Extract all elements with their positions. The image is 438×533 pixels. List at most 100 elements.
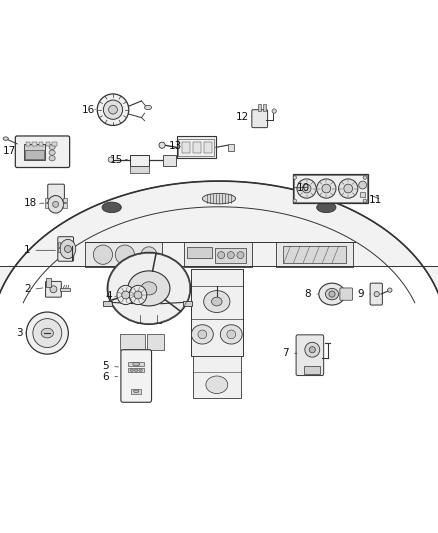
Ellipse shape: [53, 201, 59, 207]
Ellipse shape: [139, 369, 142, 372]
Text: 13: 13: [169, 141, 182, 151]
Ellipse shape: [102, 202, 121, 213]
Ellipse shape: [363, 176, 367, 179]
Ellipse shape: [363, 199, 367, 203]
Ellipse shape: [293, 199, 297, 203]
Ellipse shape: [93, 245, 113, 264]
Ellipse shape: [50, 286, 57, 293]
Ellipse shape: [212, 297, 222, 306]
Bar: [183, 301, 192, 306]
Ellipse shape: [220, 325, 242, 344]
Ellipse shape: [64, 246, 71, 253]
Ellipse shape: [237, 252, 244, 259]
Bar: [58, 243, 60, 247]
Bar: [24, 144, 45, 159]
Bar: [283, 246, 346, 263]
Bar: [128, 362, 144, 366]
Ellipse shape: [227, 330, 236, 339]
Ellipse shape: [202, 193, 236, 204]
Bar: [130, 155, 149, 166]
Bar: [360, 192, 365, 197]
Ellipse shape: [329, 291, 335, 297]
Text: 16: 16: [82, 104, 95, 115]
Bar: [293, 174, 368, 203]
Ellipse shape: [227, 252, 234, 259]
Ellipse shape: [49, 150, 55, 155]
Ellipse shape: [60, 239, 76, 259]
Bar: [147, 334, 164, 350]
Bar: [60, 288, 70, 290]
Ellipse shape: [218, 252, 225, 259]
Ellipse shape: [128, 271, 170, 306]
Bar: [304, 366, 320, 374]
Text: 5: 5: [102, 361, 110, 372]
Ellipse shape: [3, 137, 8, 140]
Bar: [39, 142, 43, 146]
Ellipse shape: [109, 106, 117, 114]
Bar: [46, 142, 50, 146]
FancyBboxPatch shape: [48, 184, 64, 204]
Text: 6: 6: [102, 372, 110, 382]
Ellipse shape: [103, 100, 123, 119]
FancyBboxPatch shape: [46, 281, 61, 297]
Text: 1: 1: [24, 245, 31, 255]
Ellipse shape: [297, 179, 316, 198]
Ellipse shape: [145, 106, 152, 110]
Ellipse shape: [107, 253, 191, 324]
Bar: [123, 349, 142, 353]
Bar: [193, 142, 201, 152]
Bar: [204, 142, 212, 152]
Ellipse shape: [191, 325, 213, 344]
Ellipse shape: [204, 290, 230, 312]
Bar: [32, 142, 37, 146]
Ellipse shape: [26, 312, 68, 354]
Ellipse shape: [293, 176, 297, 179]
Ellipse shape: [344, 184, 353, 193]
Text: 11: 11: [369, 195, 382, 205]
Bar: [258, 104, 261, 111]
Ellipse shape: [141, 282, 157, 295]
Polygon shape: [0, 181, 438, 295]
Ellipse shape: [317, 202, 336, 213]
Bar: [191, 269, 243, 356]
Ellipse shape: [134, 390, 139, 393]
Bar: [182, 142, 190, 152]
Bar: [25, 150, 44, 159]
Ellipse shape: [339, 179, 358, 198]
Bar: [45, 204, 48, 208]
Bar: [63, 204, 67, 208]
Ellipse shape: [317, 179, 336, 198]
Ellipse shape: [49, 144, 55, 150]
Ellipse shape: [134, 369, 138, 372]
Ellipse shape: [302, 184, 311, 193]
Text: 15: 15: [110, 155, 123, 165]
Ellipse shape: [48, 196, 64, 213]
Bar: [215, 248, 246, 263]
Text: 2: 2: [24, 284, 31, 294]
Bar: [177, 136, 216, 158]
Ellipse shape: [319, 283, 345, 305]
Ellipse shape: [359, 181, 367, 189]
Ellipse shape: [272, 109, 276, 113]
Bar: [120, 334, 145, 350]
Bar: [45, 198, 48, 202]
Bar: [163, 155, 176, 166]
FancyBboxPatch shape: [370, 283, 382, 305]
Text: 4: 4: [105, 291, 112, 301]
Ellipse shape: [49, 156, 55, 161]
Bar: [193, 356, 241, 398]
Ellipse shape: [117, 285, 134, 304]
FancyBboxPatch shape: [121, 350, 152, 402]
Text: 9: 9: [357, 289, 364, 299]
Bar: [228, 144, 234, 151]
Ellipse shape: [133, 362, 140, 366]
FancyBboxPatch shape: [15, 136, 70, 167]
Ellipse shape: [206, 376, 228, 393]
Ellipse shape: [134, 291, 142, 299]
Bar: [63, 198, 67, 202]
Bar: [52, 142, 57, 146]
Bar: [187, 247, 212, 258]
Ellipse shape: [374, 292, 379, 297]
Ellipse shape: [325, 288, 339, 300]
Ellipse shape: [322, 184, 331, 193]
